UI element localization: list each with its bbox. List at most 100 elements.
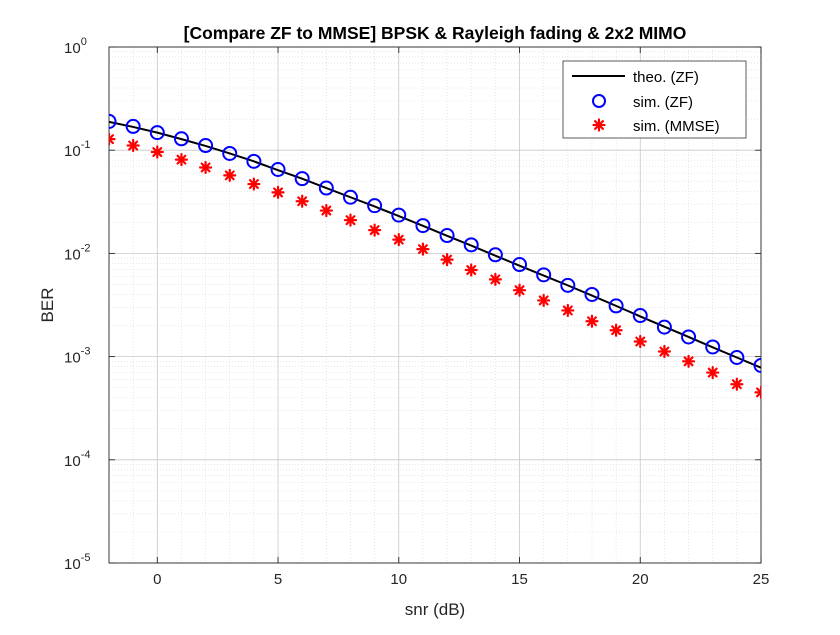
- asterisk-stroke: [200, 162, 211, 173]
- data-point-sim-zf: [246, 153, 262, 169]
- y-tick-label: 10-5: [64, 552, 90, 573]
- legend-circle-marker-icon: [592, 94, 606, 108]
- asterisk-stroke: [109, 134, 114, 141]
- asterisk-stroke: [224, 170, 235, 181]
- asterisk-stroke: [731, 379, 742, 390]
- data-point-sim-mmse: [271, 185, 285, 200]
- data-point-sim-mmse: [319, 203, 333, 218]
- data-point-sim-mmse: [416, 242, 430, 256]
- data-point-sim-mmse: [295, 194, 309, 208]
- x-tick-label: 0: [153, 571, 161, 588]
- data-point-sim-zf: [560, 277, 576, 293]
- data-point-sim-zf: [608, 298, 624, 314]
- data-point-sim-zf: [753, 357, 761, 373]
- data-point-sim-zf: [632, 308, 648, 324]
- y-tick-label: 10-2: [64, 242, 90, 263]
- asterisk-stroke: [538, 295, 549, 306]
- data-point-sim-zf: [681, 329, 697, 345]
- series-2: [109, 132, 761, 399]
- asterisk-stroke: [369, 225, 380, 236]
- axes-box: [108, 46, 762, 564]
- asterisk-stroke: [109, 137, 114, 145]
- chart-title: [Compare ZF to MMSE] BPSK & Rayleigh fad…: [184, 23, 687, 43]
- y-axis-label: BER: [38, 288, 57, 323]
- asterisk-stroke: [248, 179, 259, 190]
- data-point-sim-mmse: [247, 177, 261, 191]
- asterisk-stroke: [683, 356, 694, 367]
- data-point-sim-zf: [125, 118, 141, 134]
- asterisk-stroke: [756, 387, 761, 394]
- data-point-sim-zf: [367, 198, 383, 214]
- data-point-sim-zf: [342, 189, 358, 205]
- asterisk-stroke: [611, 325, 622, 336]
- data-point-sim-mmse: [512, 283, 527, 297]
- grid: [108, 46, 762, 564]
- series-line-theo-zf: [109, 120, 761, 369]
- x-tick-label: 20: [632, 571, 649, 588]
- y-tick-label: 10-3: [64, 346, 90, 367]
- x-tick-label: 25: [753, 571, 770, 588]
- asterisk-stroke: [659, 346, 670, 357]
- series: [109, 113, 761, 399]
- data-point-sim-zf: [270, 162, 286, 178]
- legend-asterisk-glyph: [592, 118, 606, 132]
- asterisk-stroke: [514, 285, 525, 296]
- data-point-sim-zf: [294, 171, 310, 187]
- data-point-sim-mmse: [109, 132, 116, 146]
- asterisk-stroke: [273, 187, 284, 198]
- x-axis-label: snr (dB): [405, 600, 465, 619]
- data-point-sim-zf: [512, 257, 528, 273]
- data-point-sim-mmse: [150, 145, 164, 159]
- data-point-sim-mmse: [706, 365, 720, 380]
- data-point-sim-mmse: [488, 272, 502, 286]
- data-point-sim-zf: [391, 207, 407, 223]
- asterisk-stroke: [594, 120, 604, 130]
- series-0: [109, 120, 761, 369]
- data-point-sim-zf: [149, 125, 165, 141]
- series-1: [109, 113, 761, 373]
- data-point-sim-zf: [439, 228, 455, 244]
- asterisk-stroke: [417, 244, 428, 255]
- asterisk-stroke: [297, 196, 308, 207]
- asterisk-stroke: [128, 140, 139, 151]
- legend: theo. (ZF) sim. (ZF) sim. (MMSE): [562, 60, 747, 139]
- asterisk-stroke: [152, 147, 163, 158]
- data-point-sim-zf: [173, 131, 189, 147]
- data-point-sim-mmse: [174, 153, 189, 167]
- legend-asterisk-marker-icon: [592, 118, 606, 132]
- data-point-sim-mmse: [681, 354, 696, 368]
- data-point-sim-zf: [109, 113, 117, 129]
- data-point-sim-mmse: [537, 293, 551, 308]
- asterisk-stroke: [562, 305, 573, 316]
- ticks: 0 5 10 15 20 25 10-5 10-4 10-3 10-2 10-1 100: [64, 36, 769, 588]
- data-point-sim-zf: [536, 267, 552, 283]
- legend-entry-sim-zf: sim. (ZF): [592, 94, 693, 111]
- data-point-sim-zf: [415, 218, 431, 234]
- data-point-sim-mmse: [561, 303, 575, 318]
- asterisk-stroke: [466, 265, 477, 276]
- asterisk-stroke: [635, 336, 646, 347]
- asterisk-stroke: [321, 205, 332, 216]
- data-point-sim-mmse: [633, 334, 647, 349]
- data-point-sim-zf: [656, 319, 672, 335]
- y-tick-label: 10-4: [64, 449, 90, 470]
- asterisk-stroke: [756, 390, 761, 398]
- legend-entry-sim-mmse: sim. (MMSE): [592, 118, 720, 135]
- y-tick-label: 100: [64, 36, 87, 57]
- legend-entry-theo-zf: theo. (ZF): [572, 69, 699, 86]
- legend-label-sim-mmse: sim. (MMSE): [633, 118, 720, 135]
- y-tick-label: 10-1: [64, 139, 90, 160]
- x-tick-label: 5: [274, 571, 282, 588]
- data-point-sim-mmse: [730, 377, 744, 391]
- asterisk-stroke: [586, 316, 597, 327]
- asterisk-stroke: [442, 254, 453, 265]
- data-point-sim-mmse: [609, 323, 623, 337]
- data-point-sim-mmse: [657, 344, 672, 359]
- data-point-sim-zf: [222, 145, 238, 161]
- data-point-sim-zf: [318, 180, 334, 196]
- data-point-sim-mmse: [198, 160, 213, 175]
- data-point-sim-zf: [463, 237, 479, 253]
- asterisk-stroke: [490, 274, 501, 285]
